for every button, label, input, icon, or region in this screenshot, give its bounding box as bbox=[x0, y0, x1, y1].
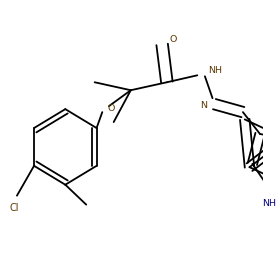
Text: O: O bbox=[170, 35, 177, 44]
Text: N: N bbox=[200, 101, 207, 110]
Text: NH: NH bbox=[262, 199, 276, 208]
Text: O: O bbox=[107, 104, 115, 113]
Text: Cl: Cl bbox=[9, 203, 19, 213]
Text: NH: NH bbox=[208, 66, 222, 75]
